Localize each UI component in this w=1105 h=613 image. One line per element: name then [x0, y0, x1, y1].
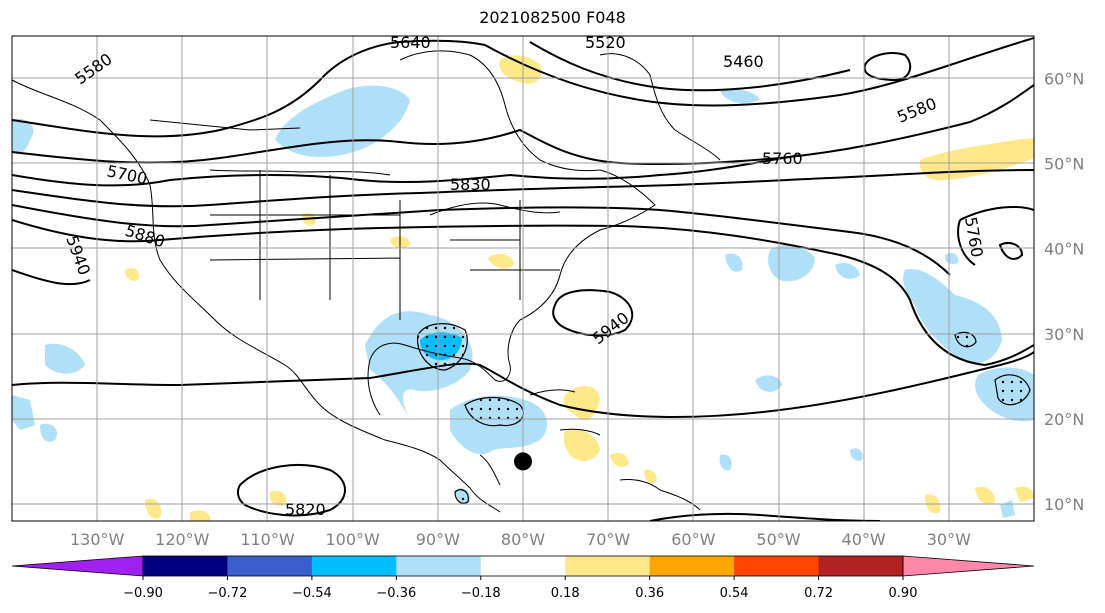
latitude-label: 50°N: [1044, 155, 1084, 174]
longitude-label: 130°W: [70, 530, 125, 549]
contour-label: 5830: [450, 175, 491, 194]
colorbar-extend-low: [11, 555, 144, 577]
longitude-label: 50°W: [756, 530, 800, 549]
colorbar-segment: [311, 556, 397, 576]
latitude-labels: 60°N 50°N 40°N 30°N 20°N 10°N: [1044, 70, 1084, 514]
colorbar-tick-label: −0.72: [208, 586, 248, 601]
contour-label: 5460: [723, 52, 764, 71]
longitude-label: 90°W: [416, 530, 460, 549]
colorbar-segment: [396, 556, 482, 576]
colorbar: −0.90 −0.72 −0.54 −0.36 −0.18 0.18 0.36 0.54 0.7…: [11, 555, 1035, 601]
latitude-label: 10°N: [1044, 495, 1084, 514]
colorbar-tick-label: −0.18: [461, 586, 501, 601]
colorbar-segment: [143, 556, 228, 576]
colorbar-tick-label: 0.54: [720, 586, 749, 601]
longitude-label: 40°W: [842, 530, 886, 549]
colorbar-tick-label: −0.54: [292, 586, 332, 601]
contour-label: 5820: [285, 500, 326, 519]
latitude-label: 40°N: [1044, 240, 1084, 259]
longitude-labels: 130°W 120°W 110°W 100°W 90°W 80°W 70°W 60°W 50°W…: [70, 530, 971, 549]
colorbar-tick-label: −0.90: [123, 586, 163, 601]
colorbar-segment: [480, 556, 566, 576]
longitude-label: 60°W: [671, 530, 715, 549]
colorbar-extend-high: [902, 555, 1035, 577]
colorbar-segment: [565, 556, 651, 576]
map-border: [11, 35, 1035, 522]
storm-center-marker: [514, 452, 532, 471]
colorbar-segment: [818, 556, 904, 576]
contour-label: 5760: [762, 149, 803, 168]
colorbar-tick-label: −0.36: [376, 586, 416, 601]
latitude-label: 20°N: [1044, 410, 1084, 429]
colorbar-segment: [734, 556, 820, 576]
longitude-label: 100°W: [325, 530, 380, 549]
latitude-label: 30°N: [1044, 325, 1084, 344]
contour-label: 5520: [585, 33, 626, 52]
colorbar-tick-label: 0.72: [804, 586, 833, 601]
map-title: 2021082500 F048: [479, 8, 626, 27]
colorbar-tick-label: 0.90: [889, 586, 918, 601]
colorbar-tick-label: 0.36: [635, 586, 664, 601]
colorbar-segment: [227, 556, 313, 576]
longitude-label: 80°W: [501, 530, 545, 549]
colorbar-frame: [142, 555, 904, 577]
graticule: [12, 36, 1034, 521]
contour-label: 5640: [390, 33, 431, 52]
longitude-label: 120°W: [155, 530, 210, 549]
positive-anomaly-shading: [125, 55, 1034, 521]
latitude-label: 60°N: [1044, 70, 1084, 89]
colorbar-segment: [649, 556, 735, 576]
longitude-label: 70°W: [586, 530, 630, 549]
colorbar-tick-label: 0.18: [551, 586, 580, 601]
longitude-label: 110°W: [240, 530, 295, 549]
longitude-label: 30°W: [927, 530, 971, 549]
